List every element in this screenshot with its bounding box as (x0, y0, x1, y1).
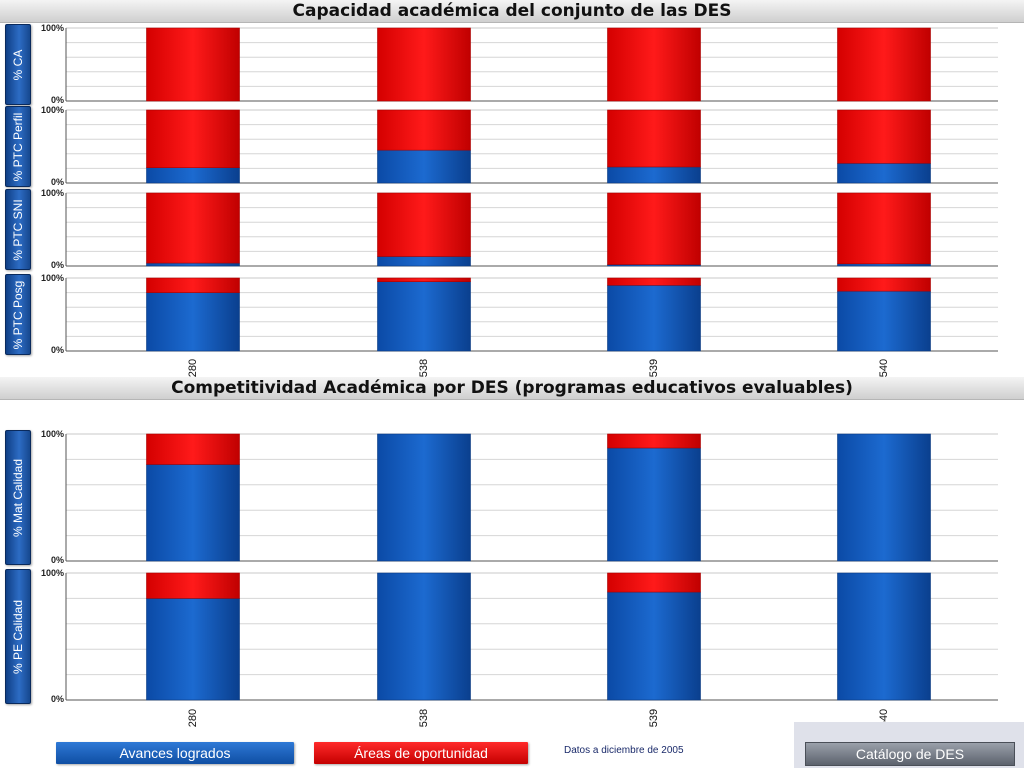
bar-achieved (837, 572, 931, 701)
bar-opportunity (377, 109, 471, 151)
bar-opportunity (146, 27, 240, 102)
panel-ylabel: % CA (11, 49, 25, 80)
bar-opportunity (607, 277, 701, 286)
bar-opportunity (146, 433, 240, 465)
x-category-label: 538 (418, 359, 430, 377)
y-tick-label-min: 0% (51, 345, 64, 355)
bar-opportunity (607, 572, 701, 593)
panel-ylabel: % PTC Posg (11, 280, 25, 349)
y-tick-label-min: 0% (51, 95, 64, 105)
bar-achieved (146, 292, 240, 352)
y-tick-label-min: 0% (51, 694, 64, 704)
bar-achieved (837, 162, 931, 184)
y-tick-label-max: 100% (41, 568, 64, 578)
panel-ylabel: % Mat Calidad (11, 458, 25, 537)
bar-achieved (607, 447, 701, 562)
x-category-label: 540 (878, 359, 890, 377)
panel-ylabel-box: % PTC Perfil (5, 106, 31, 187)
panel-ylabel: % PTC SNI (11, 198, 25, 261)
bar-opportunity (607, 27, 701, 102)
y-tick-label-min: 0% (51, 177, 64, 187)
panel-ylabel-box: % PE Calidad (5, 569, 31, 704)
bar-achieved (607, 166, 701, 184)
bar-achieved (377, 433, 471, 562)
panel-ylabel: % PE Calidad (11, 599, 25, 674)
bar-achieved (607, 591, 701, 701)
x-category-label: 280 (187, 359, 199, 377)
bar-achieved (837, 263, 931, 267)
bar-achieved (377, 281, 471, 352)
x-category-label: 539 (648, 359, 660, 377)
x-category-label: 538 (418, 709, 430, 727)
bar-opportunity (146, 109, 240, 168)
legend-opportunity: Áreas de oportunidad (314, 742, 528, 764)
bar-opportunity (377, 27, 471, 102)
x-category-label: 539 (648, 709, 660, 727)
bar-opportunity (607, 433, 701, 449)
panel-ylabel-box: % PTC SNI (5, 189, 31, 270)
bar-opportunity (607, 192, 701, 265)
chart-title-competitividad: Competitividad Académica por DES (progra… (0, 377, 1024, 400)
y-tick-label-max: 100% (41, 23, 64, 33)
bar-achieved (146, 262, 240, 267)
bar-opportunity (607, 109, 701, 168)
chart-title-capacidad: Capacidad académica del conjunto de las … (0, 0, 1024, 23)
bar-achieved (837, 433, 931, 562)
y-tick-label-min: 0% (51, 260, 64, 270)
bar-opportunity (837, 192, 931, 265)
y-tick-label-max: 100% (41, 188, 64, 198)
bar-opportunity (146, 277, 240, 293)
panel-ylabel-box: % CA (5, 24, 31, 105)
y-tick-label-max: 100% (41, 429, 64, 439)
y-tick-label-max: 100% (41, 105, 64, 115)
legend-achieved: Avances logrados (56, 742, 294, 764)
bar-achieved (377, 572, 471, 701)
bar-achieved (146, 598, 240, 701)
bar-opportunity (146, 192, 240, 264)
x-category-label: 280 (187, 709, 199, 727)
y-tick-label-min: 0% (51, 555, 64, 565)
catalog-des-button[interactable]: Catálogo de DES (805, 742, 1015, 766)
bar-achieved (146, 464, 240, 562)
panel-ylabel-box: % Mat Calidad (5, 430, 31, 565)
bar-opportunity (377, 277, 471, 282)
bar-achieved (146, 167, 240, 184)
bar-opportunity (377, 192, 471, 257)
bar-achieved (837, 290, 931, 352)
data-date-note: Datos a diciembre de 2005 (564, 745, 684, 756)
bar-opportunity (837, 277, 931, 292)
bar-achieved (607, 284, 701, 352)
bar-achieved (377, 149, 471, 184)
bar-opportunity (837, 109, 931, 164)
bar-achieved (377, 256, 471, 267)
panel-ylabel-box: % PTC Posg (5, 274, 31, 355)
bar-opportunity (146, 572, 240, 599)
panel-ylabel: % PTC Perfil (11, 112, 25, 181)
bar-opportunity (837, 27, 931, 102)
y-tick-label-max: 100% (41, 273, 64, 283)
